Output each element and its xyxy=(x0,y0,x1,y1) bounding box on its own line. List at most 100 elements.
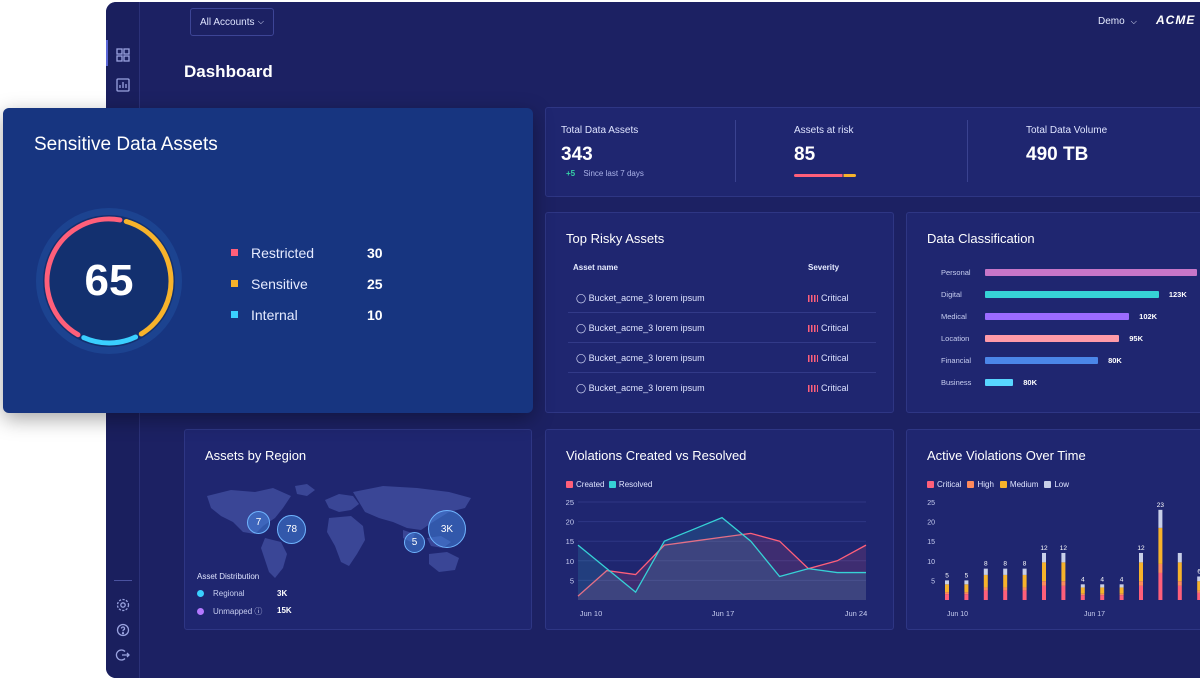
bar-segment[interactable] xyxy=(1197,592,1200,600)
bar-segment[interactable] xyxy=(1158,572,1163,600)
legend-item: Critical xyxy=(927,480,961,489)
classification-bar[interactable] xyxy=(985,269,1197,276)
dashboard-icon[interactable] xyxy=(115,47,131,63)
bar-label: 4 xyxy=(1120,576,1124,583)
account-select[interactable]: All Accounts ⌵ xyxy=(190,8,274,36)
bar-segment[interactable] xyxy=(964,584,969,593)
legend-dot xyxy=(197,590,204,597)
bar-segment[interactable] xyxy=(964,580,969,585)
bar-segment[interactable] xyxy=(1139,585,1143,600)
bar-segment[interactable] xyxy=(1100,593,1105,596)
table-row[interactable]: ◯ Bucket_acme_3 lorem ipsum Critical xyxy=(568,343,876,373)
table-row[interactable]: ◯ Bucket_acme_3 lorem ipsum Critical xyxy=(568,283,876,313)
bar-segment[interactable] xyxy=(1080,584,1085,588)
bar-segment[interactable] xyxy=(1022,574,1027,588)
bar-segment[interactable] xyxy=(1119,587,1124,594)
bar-segment[interactable] xyxy=(1119,595,1124,600)
region-bubble[interactable]: 78 xyxy=(277,515,306,544)
bar-segment[interactable] xyxy=(1100,587,1105,594)
bar-segment[interactable] xyxy=(1061,585,1066,600)
bar-segment[interactable] xyxy=(964,594,969,600)
bar-segment[interactable] xyxy=(1003,587,1008,591)
bar-segment[interactable] xyxy=(1119,584,1124,588)
x-tick: Jun 24 xyxy=(845,609,868,618)
bar-segment[interactable] xyxy=(1177,581,1182,586)
user-menu[interactable]: Demo ⌵ xyxy=(1098,16,1137,27)
y-tick: 20 xyxy=(566,518,574,527)
bar-segment[interactable] xyxy=(983,590,988,600)
donut-inner xyxy=(43,215,175,347)
bar-segment[interactable] xyxy=(1197,581,1200,591)
kpi-divider xyxy=(967,120,968,182)
bar-segment[interactable] xyxy=(983,587,988,591)
settings-icon[interactable] xyxy=(115,597,131,613)
bar-segment[interactable] xyxy=(1139,562,1143,582)
logout-icon[interactable] xyxy=(115,647,131,663)
region-bubble[interactable]: 3K xyxy=(428,510,466,548)
bar-segment[interactable] xyxy=(1042,585,1046,600)
bar-segment[interactable] xyxy=(983,568,988,575)
bar-segment[interactable] xyxy=(945,584,949,593)
bar-segment[interactable] xyxy=(1003,568,1008,575)
bar-segment[interactable] xyxy=(945,594,949,600)
legend-item: High xyxy=(967,480,994,489)
card-title: Violations Created vs Resolved xyxy=(566,448,747,463)
bar-segment[interactable] xyxy=(1119,593,1124,596)
bar-segment[interactable] xyxy=(1197,590,1200,593)
bar-segment[interactable] xyxy=(1042,552,1046,563)
bar-segment[interactable] xyxy=(1100,595,1105,600)
donut-segment[interactable] xyxy=(44,216,123,338)
region-bubble[interactable]: 7 xyxy=(247,511,270,534)
chevron-down-icon: ⌵ xyxy=(257,17,264,26)
bar-segment[interactable] xyxy=(1158,509,1163,528)
severity-bars-icon xyxy=(808,295,818,302)
classification-value: 102K xyxy=(1139,312,1158,321)
bar-segment[interactable] xyxy=(1197,576,1200,582)
help-icon[interactable] xyxy=(115,622,131,638)
region-bubble[interactable]: 5 xyxy=(404,532,425,553)
classification-bar[interactable] xyxy=(985,335,1120,342)
chevron-down-icon: ⌵ xyxy=(1130,17,1137,26)
donut-chart xyxy=(36,208,182,354)
classification-bar[interactable] xyxy=(985,313,1130,320)
classification-bar[interactable] xyxy=(985,357,1099,364)
bar-segment[interactable] xyxy=(1158,527,1163,564)
series-area xyxy=(578,517,866,600)
bar-segment[interactable] xyxy=(1022,568,1027,575)
table-row[interactable]: ◯ Bucket_acme_3 lorem ipsum Critical xyxy=(568,373,876,403)
bar-segment[interactable] xyxy=(1080,595,1085,600)
bar-segment[interactable] xyxy=(1080,587,1085,594)
series-line[interactable] xyxy=(577,516,866,594)
bar-segment[interactable] xyxy=(1158,563,1163,573)
bar-segment[interactable] xyxy=(1022,590,1027,600)
bar-segment[interactable] xyxy=(983,574,988,588)
classification-value: 80K xyxy=(1023,378,1038,387)
bar-segment[interactable] xyxy=(1022,587,1027,591)
bar-segment[interactable] xyxy=(1177,552,1182,563)
bar-segment[interactable] xyxy=(1003,574,1008,588)
bar-segment[interactable] xyxy=(1042,562,1046,582)
donut-segment[interactable] xyxy=(81,334,139,346)
bar-segment[interactable] xyxy=(1061,562,1066,582)
bar-segment[interactable] xyxy=(1139,581,1143,586)
bar-segment[interactable] xyxy=(1080,593,1085,596)
bar-segment[interactable] xyxy=(945,592,949,595)
asset-name: ◯ Bucket_acme_3 lorem ipsum xyxy=(576,353,705,363)
bar-segment[interactable] xyxy=(1139,552,1143,563)
series-line[interactable] xyxy=(577,532,867,597)
bar-segment[interactable] xyxy=(1003,590,1008,600)
bar-segment[interactable] xyxy=(945,580,949,585)
bar-segment[interactable] xyxy=(1061,552,1066,563)
bar-label: 23 xyxy=(1157,502,1165,509)
table-row[interactable]: ◯ Bucket_acme_3 lorem ipsum Critical xyxy=(568,313,876,343)
bar-segment[interactable] xyxy=(1177,562,1182,582)
reports-icon[interactable] xyxy=(115,77,131,93)
classification-bar[interactable] xyxy=(985,291,1159,298)
classification-bar[interactable] xyxy=(985,379,1014,386)
bar-segment[interactable] xyxy=(1100,584,1105,588)
bar-segment[interactable] xyxy=(1177,585,1182,600)
bar-segment[interactable] xyxy=(964,592,969,595)
donut-segment[interactable] xyxy=(123,218,174,337)
bar-segment[interactable] xyxy=(1042,581,1046,586)
bar-segment[interactable] xyxy=(1061,581,1066,586)
